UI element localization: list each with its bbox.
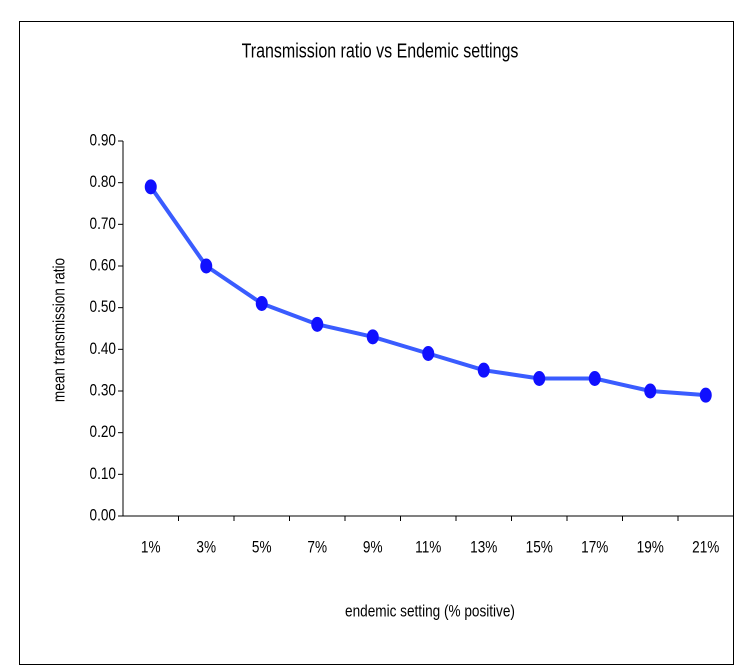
x-tick-label: 11% <box>415 538 441 557</box>
data-point <box>366 329 379 345</box>
y-tick-label: 0.60 <box>90 256 116 275</box>
x-tick-label: 5% <box>252 538 272 557</box>
x-tick-label: 21% <box>692 538 719 557</box>
y-tick-label: 0.50 <box>90 298 116 317</box>
x-tick-label: 17% <box>581 538 608 557</box>
x-axis-label: endemic setting (% positive) <box>345 602 515 621</box>
data-point <box>477 362 490 378</box>
data-point <box>644 383 657 399</box>
x-tick-label: 19% <box>637 538 664 557</box>
y-tick-label: 0.10 <box>90 464 116 483</box>
data-point <box>144 179 157 195</box>
chart-frame <box>19 21 734 665</box>
x-tick-label: 7% <box>307 538 327 557</box>
x-tick-label: 3% <box>196 538 216 557</box>
data-point <box>699 387 712 403</box>
y-tick-label: 0.40 <box>90 339 116 358</box>
x-tick-label: 9% <box>363 538 383 557</box>
x-tick-label: 13% <box>470 538 497 557</box>
y-tick-label: 0.20 <box>90 423 116 442</box>
data-point <box>588 371 601 386</box>
data-point <box>255 296 268 311</box>
x-tick-label: 1% <box>141 538 161 557</box>
y-axis-label: mean transmission ratio <box>50 258 69 402</box>
y-tick-label: 0.00 <box>90 506 116 525</box>
y-tick-label: 0.70 <box>90 214 116 233</box>
data-point <box>422 346 435 361</box>
y-tick-label: 0.30 <box>90 381 116 400</box>
y-tick-label: 0.80 <box>90 173 116 192</box>
x-tick-label: 15% <box>526 538 553 557</box>
data-point <box>533 371 546 386</box>
data-point <box>311 316 324 332</box>
y-tick-label: 0.90 <box>90 131 116 150</box>
chart-title: Transmission ratio vs Endemic settings <box>242 40 519 62</box>
data-point <box>200 258 213 274</box>
